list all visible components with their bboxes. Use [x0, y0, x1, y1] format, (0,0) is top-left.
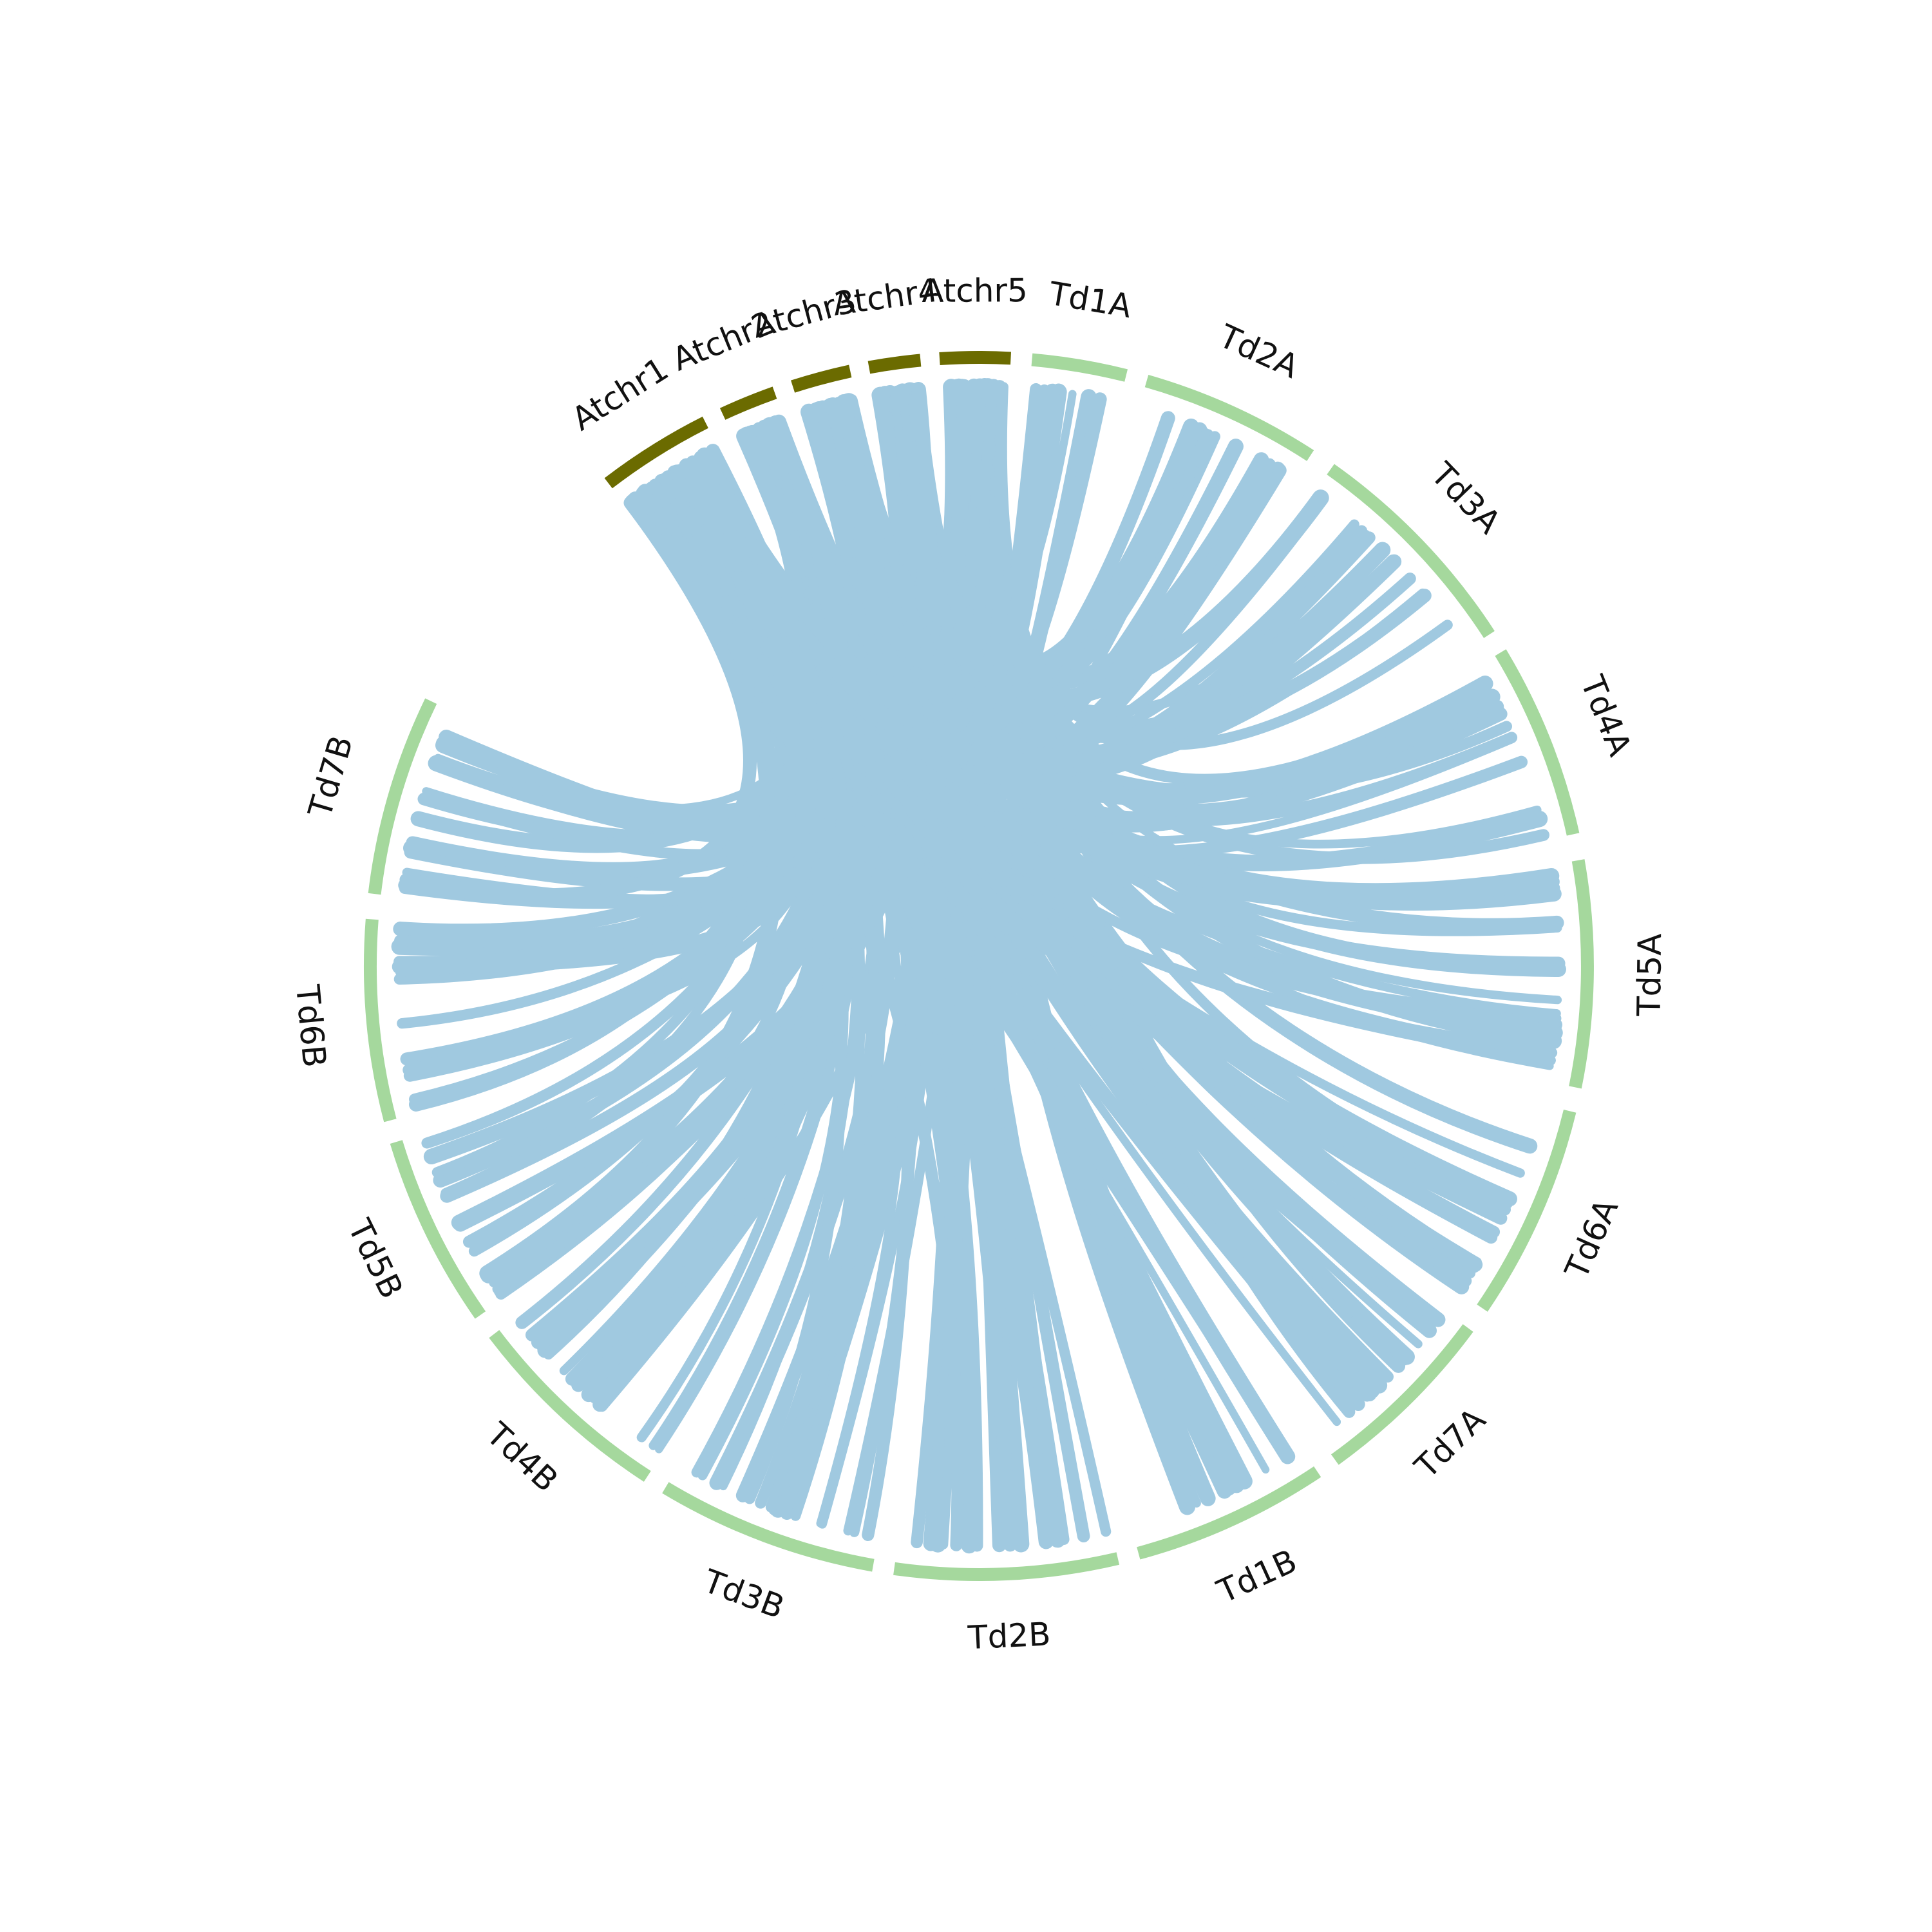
ideogram-td6b	[364, 918, 397, 1122]
ideogram-atchr4	[867, 354, 922, 374]
link-atchr1-td5b	[440, 450, 835, 1203]
chr-label-td6b: Td6B	[289, 983, 333, 1069]
chr-label-atchr1: Atchr1	[565, 350, 675, 439]
chr-label-td3a: Td3A	[1423, 455, 1508, 541]
chr-label-td2b: Td2B	[967, 1616, 1052, 1657]
synteny-links	[391, 378, 1566, 1554]
chr-label-td1b: Td1B	[1211, 1542, 1303, 1611]
chr-label-td4a: Td4A	[1573, 670, 1639, 761]
chr-label-td7b: Td7B	[301, 732, 361, 822]
chr-label-td6a: Td6A	[1558, 1193, 1626, 1285]
ideogram-atchr3	[791, 365, 852, 393]
ideogram-td4b	[489, 1330, 651, 1482]
chromosome-ideograms	[364, 351, 1594, 1581]
ideogram-td5a	[1569, 859, 1594, 1089]
ideogram-td6a	[1477, 1110, 1577, 1312]
ideogram-td3b	[662, 1482, 875, 1572]
ideogram-td2b	[893, 1552, 1120, 1581]
link-atchr1-td4a	[696, 447, 1501, 806]
ideogram-td7b	[368, 698, 437, 895]
chr-label-td7a: Td7A	[1407, 1401, 1493, 1486]
ideogram-td4a	[1495, 649, 1580, 836]
ideogram-td5b	[390, 1140, 486, 1319]
chr-label-td2a: Td2A	[1213, 317, 1305, 386]
ideogram-atchr2	[719, 386, 777, 420]
chr-label-atchr5: Atchr5	[922, 272, 1028, 310]
chr-label-td3b: Td3B	[698, 1562, 790, 1627]
ideogram-td2a	[1144, 374, 1314, 461]
ideogram-td1b	[1137, 1466, 1321, 1560]
ideogram-atchr1	[604, 416, 708, 489]
chr-label-td5a: Td5A	[1631, 933, 1669, 1017]
chr-label-td5b: Td5B	[341, 1213, 411, 1305]
ideogram-td3a	[1327, 464, 1495, 638]
link-atchr1-td7b	[398, 496, 757, 902]
ideogram-atchr5	[939, 351, 1012, 365]
link-atchr1-td7b	[406, 455, 800, 876]
chr-label-td1a: Td1A	[1046, 274, 1134, 325]
link-atchr1-td7b	[439, 491, 817, 848]
ideogram-td1a	[1031, 353, 1128, 382]
ideogram-td7a	[1331, 1324, 1473, 1465]
chr-label-td4b: Td4B	[478, 1415, 565, 1499]
